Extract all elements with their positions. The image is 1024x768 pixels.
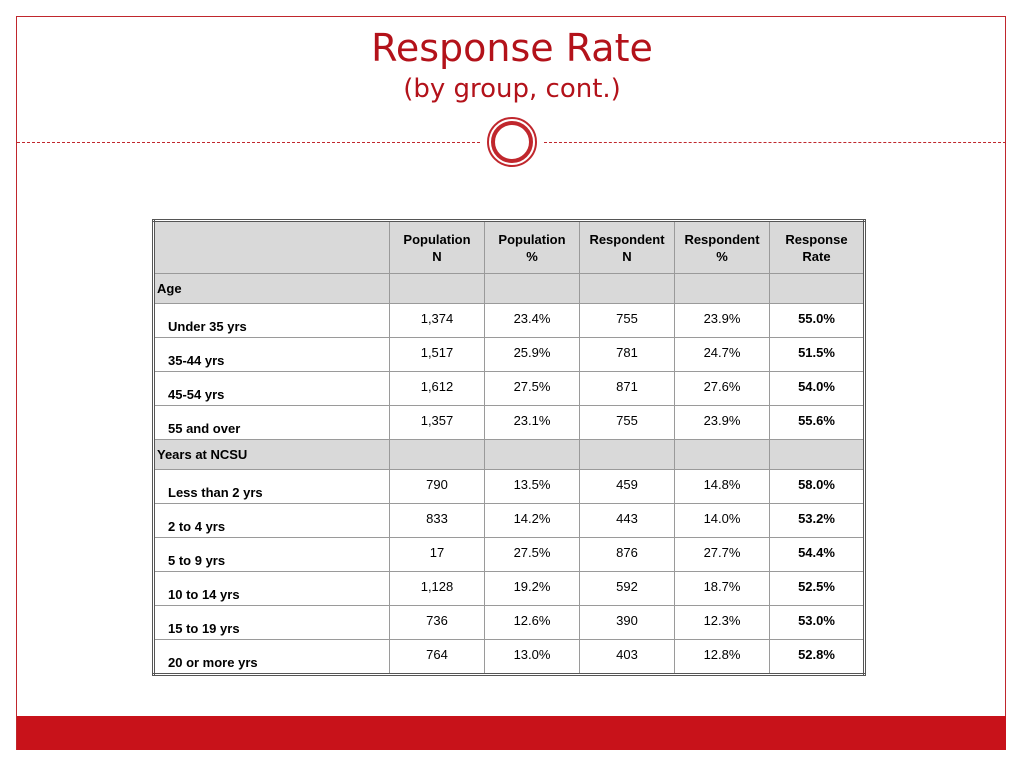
- row-label: 20 or more yrs: [153, 639, 390, 675]
- cell-pop-pct: 13.0%: [484, 639, 580, 675]
- cell-rate: 52.8%: [769, 639, 865, 675]
- cell-pop-n: 1,128: [389, 571, 485, 606]
- row-label: 5 to 9 yrs: [153, 537, 390, 572]
- cell-pop-n: 790: [389, 469, 485, 504]
- cell-pop-n: 1,517: [389, 337, 485, 372]
- cell-resp-pct: 18.7%: [674, 571, 770, 606]
- ornament-ring-icon: [487, 117, 537, 167]
- row-label: 2 to 4 yrs: [153, 503, 390, 538]
- cell-resp-n: 755: [579, 303, 675, 338]
- cell-pop-pct: 14.2%: [484, 503, 580, 538]
- cell-pop-pct: 27.5%: [484, 371, 580, 406]
- cell-rate: 55.6%: [769, 405, 865, 440]
- cell-rate: 51.5%: [769, 337, 865, 372]
- cell-resp-pct: 24.7%: [674, 337, 770, 372]
- table-row: 35-44 yrs 1,517 25.9% 781 24.7% 51.5%: [153, 337, 865, 372]
- cell-pop-pct: 13.5%: [484, 469, 580, 504]
- table-row: 15 to 19 yrs 736 12.6% 390 12.3% 53.0%: [153, 605, 865, 640]
- cell-rate: 55.0%: [769, 303, 865, 338]
- row-label: 45-54 yrs: [153, 371, 390, 406]
- cell-pop-n: 833: [389, 503, 485, 538]
- cell-resp-pct: 14.0%: [674, 503, 770, 538]
- cell-pop-pct: 23.4%: [484, 303, 580, 338]
- row-label: 15 to 19 yrs: [153, 605, 390, 640]
- table-row: 45-54 yrs 1,612 27.5% 871 27.6% 54.0%: [153, 371, 865, 406]
- cell-rate: 54.0%: [769, 371, 865, 406]
- table-row: Under 35 yrs 1,374 23.4% 755 23.9% 55.0%: [153, 303, 865, 338]
- cell-pop-n: 1,612: [389, 371, 485, 406]
- divider-right: [544, 142, 1006, 143]
- cell-pop-n: 1,374: [389, 303, 485, 338]
- cell-resp-n: 459: [579, 469, 675, 504]
- cell-resp-n: 592: [579, 571, 675, 606]
- cell-pop-pct: 19.2%: [484, 571, 580, 606]
- group-label: Age: [153, 273, 390, 304]
- cell-pop-pct: 12.6%: [484, 605, 580, 640]
- footer-band: [17, 716, 1006, 750]
- cell-pop-n: 764: [389, 639, 485, 675]
- header-population-n: Population N: [389, 220, 485, 274]
- ornament-inner-ring-icon: [491, 121, 533, 163]
- cell-resp-pct: 14.8%: [674, 469, 770, 504]
- header-response-rate: Response Rate: [769, 220, 865, 274]
- cell-pop-n: 1,357: [389, 405, 485, 440]
- group-row-age: Age: [153, 273, 865, 304]
- cell-resp-pct: 23.9%: [674, 405, 770, 440]
- cell-resp-pct: 12.8%: [674, 639, 770, 675]
- cell-resp-n: 755: [579, 405, 675, 440]
- cell-pop-pct: 23.1%: [484, 405, 580, 440]
- cell-rate: 54.4%: [769, 537, 865, 572]
- cell-pop-pct: 25.9%: [484, 337, 580, 372]
- cell-resp-pct: 12.3%: [674, 605, 770, 640]
- table-row: Less than 2 yrs 790 13.5% 459 14.8% 58.0…: [153, 469, 865, 504]
- slide-title: Response Rate: [371, 26, 653, 70]
- table-row: 2 to 4 yrs 833 14.2% 443 14.0% 53.2%: [153, 503, 865, 538]
- cell-resp-n: 443: [579, 503, 675, 538]
- response-rate-table: Population N Population% Respondent N Resp…: [152, 219, 866, 676]
- cell-rate: 53.2%: [769, 503, 865, 538]
- row-label: Under 35 yrs: [153, 303, 390, 338]
- header-respondent-pct: Respondent%: [674, 220, 770, 274]
- row-label: Less than 2 yrs: [153, 469, 390, 504]
- table-header-row: Population N Population% Respondent N Resp…: [153, 220, 865, 274]
- cell-pop-n: 736: [389, 605, 485, 640]
- row-label: 35-44 yrs: [153, 337, 390, 372]
- row-label: 55 and over: [153, 405, 390, 440]
- slide-subtitle: (by group, cont.): [403, 74, 621, 104]
- cell-resp-n: 876: [579, 537, 675, 572]
- cell-resp-n: 871: [579, 371, 675, 406]
- header-population-pct: Population%: [484, 220, 580, 274]
- table-row: 55 and over 1,357 23.1% 755 23.9% 55.6%: [153, 405, 865, 440]
- cell-resp-n: 781: [579, 337, 675, 372]
- table-row: 20 or more yrs 764 13.0% 403 12.8% 52.8%: [153, 639, 865, 675]
- table-row: 10 to 14 yrs 1,128 19.2% 592 18.7% 52.5%: [153, 571, 865, 606]
- cell-rate: 53.0%: [769, 605, 865, 640]
- table-row: 5 to 9 yrs 17 27.5% 876 27.7% 54.4%: [153, 537, 865, 572]
- cell-resp-pct: 27.7%: [674, 537, 770, 572]
- cell-resp-pct: 23.9%: [674, 303, 770, 338]
- cell-pop-pct: 27.5%: [484, 537, 580, 572]
- cell-pop-n: 17: [389, 537, 485, 572]
- cell-resp-n: 390: [579, 605, 675, 640]
- divider-left: [17, 142, 480, 143]
- group-row-years-at-ncsu: Years at NCSU: [153, 439, 865, 470]
- row-label: 10 to 14 yrs: [153, 571, 390, 606]
- cell-resp-pct: 27.6%: [674, 371, 770, 406]
- header-blank: [153, 220, 390, 274]
- header-respondent-n: Respondent N: [579, 220, 675, 274]
- cell-resp-n: 403: [579, 639, 675, 675]
- group-label: Years at NCSU: [153, 439, 390, 470]
- cell-rate: 58.0%: [769, 469, 865, 504]
- cell-rate: 52.5%: [769, 571, 865, 606]
